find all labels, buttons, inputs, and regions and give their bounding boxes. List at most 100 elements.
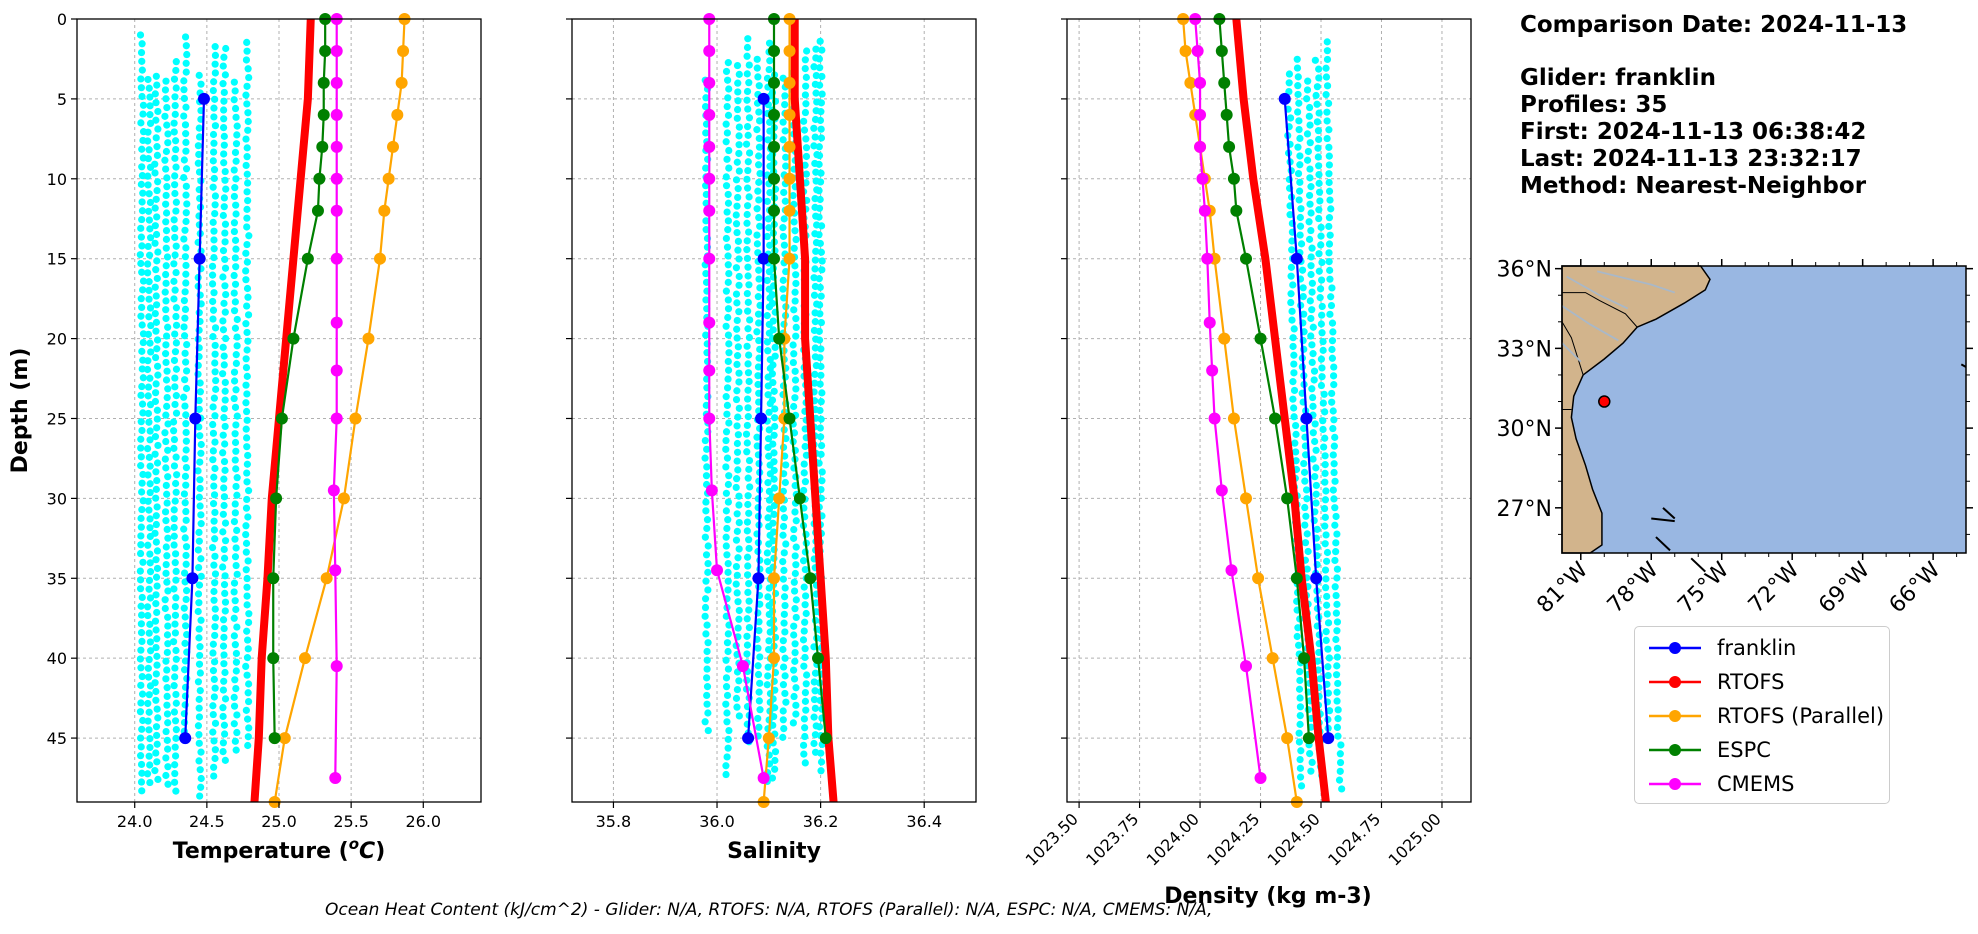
- glider-scatter-point: [137, 760, 146, 769]
- glider-scatter-point: [801, 697, 810, 705]
- glider-scatter-point: [137, 602, 145, 610]
- glider-scatter-point: [703, 516, 712, 524]
- glider-scatter-point: [745, 536, 753, 544]
- glider-scatter-point: [145, 655, 153, 664]
- data-point: [397, 44, 410, 57]
- glider-scatter-point: [702, 190, 710, 199]
- glider-scatter-point: [702, 331, 710, 339]
- glider-scatter-point: [701, 603, 710, 612]
- glider-scatter-point: [815, 231, 823, 239]
- glider-scatter-point: [790, 402, 798, 411]
- glider-scatter-point: [753, 433, 761, 441]
- glider-scatter-point: [231, 148, 240, 157]
- data-point: [267, 572, 280, 585]
- glider-scatter-point: [153, 635, 161, 643]
- glider-scatter-point: [744, 500, 752, 509]
- glider-scatter-point: [243, 671, 251, 679]
- data-point: [186, 572, 199, 585]
- glider-scatter-point: [137, 75, 145, 83]
- map-land: [1561, 265, 1711, 554]
- glider-scatter-point: [232, 351, 240, 359]
- glider-scatter-point: [1309, 323, 1317, 331]
- glider-scatter-point: [779, 575, 787, 583]
- glider-scatter-point: [195, 423, 203, 431]
- glider-scatter-point: [137, 681, 145, 689]
- glider-scatter-point: [195, 730, 203, 739]
- glider-scatter-point: [1289, 342, 1297, 351]
- state-border: [1562, 292, 1638, 328]
- glider-scatter-point: [220, 106, 228, 114]
- glider-scatter-point: [221, 422, 229, 431]
- glider-scatter-point: [243, 416, 251, 424]
- glider-scatter-point: [221, 756, 229, 764]
- glider-scatter-point: [137, 620, 145, 628]
- glider-scatter-point: [770, 431, 778, 439]
- glider-scatter-point: [745, 281, 753, 289]
- x-tick-label: 36.2: [803, 812, 839, 831]
- glider-scatter-point: [818, 389, 826, 397]
- glider-scatter-point: [732, 211, 740, 219]
- glider-scatter-point: [1322, 628, 1330, 636]
- glider-scatter-point: [789, 191, 797, 200]
- glider-scatter-point: [733, 589, 741, 597]
- glider-scatter-point: [171, 559, 179, 567]
- glider-scatter-point: [1304, 147, 1312, 156]
- data-point: [1290, 572, 1303, 585]
- glider-scatter-point: [161, 455, 169, 463]
- glider-scatter-point: [1337, 741, 1345, 749]
- glider-scatter-point: [137, 523, 145, 531]
- x-tick-label: 1024.75: [1324, 809, 1384, 869]
- glider-scatter-point: [701, 454, 709, 462]
- glider-scatter-point: [732, 694, 741, 702]
- glider-scatter-point: [243, 214, 251, 222]
- glider-scatter-point: [771, 704, 779, 712]
- glider-scatter-point: [162, 314, 170, 323]
- glider-scatter-point: [195, 124, 203, 132]
- glider-scatter-point: [781, 654, 789, 662]
- glider-scatter-point: [1325, 126, 1333, 134]
- glider-scatter-point: [1315, 135, 1323, 144]
- glider-scatter-point: [1297, 782, 1306, 790]
- data-point: [1201, 252, 1214, 265]
- glider-scatter-point: [219, 747, 227, 756]
- glider-scatter-point: [162, 657, 170, 665]
- glider-scatter-point: [1323, 548, 1332, 557]
- glider-scatter-point: [791, 262, 799, 270]
- glider-scatter-point: [745, 465, 753, 473]
- x-tick-label: 36.0: [699, 812, 735, 831]
- data-point: [755, 412, 768, 425]
- first-profile-time: First: 2024-11-13 06:38:42: [1520, 119, 1867, 145]
- glider-scatter-point: [138, 172, 146, 180]
- glider-scatter-point: [817, 485, 825, 494]
- glider-scatter-point: [818, 477, 826, 485]
- glider-scatter-point: [209, 702, 217, 710]
- glider-scatter-point: [152, 327, 160, 335]
- data-point: [382, 172, 395, 185]
- glider-scatter-point: [1296, 178, 1304, 186]
- data-point: [768, 572, 780, 585]
- glider-scatter-point: [1317, 381, 1326, 390]
- glider-scatter-point: [137, 233, 145, 241]
- glider-scatter-point: [1334, 715, 1342, 723]
- glider-scatter-point: [702, 577, 710, 585]
- glider-scatter-point: [735, 712, 743, 720]
- glider-scatter-point: [137, 435, 145, 443]
- glider-scatter-point: [765, 452, 773, 460]
- glider-scatter-point: [153, 336, 162, 344]
- glider-scatter-point: [171, 110, 179, 118]
- glider-scatter-point: [231, 280, 240, 288]
- data-point: [703, 412, 716, 425]
- map-frame: [1561, 265, 1967, 554]
- glider-scatter-point: [818, 257, 826, 265]
- glider-scatter-point: [1336, 750, 1344, 758]
- glider-scatter-point: [195, 581, 204, 589]
- y-axis-label: Depth (m): [8, 348, 33, 474]
- glider-scatter-point: [725, 85, 733, 93]
- glider-scatter-point: [145, 295, 153, 303]
- glider-scatter-point: [172, 690, 180, 699]
- glider-scatter-point: [1321, 469, 1329, 478]
- glider-scatter-point: [779, 522, 788, 531]
- glider-scatter-point: [1317, 223, 1325, 231]
- glider-scatter-point: [182, 411, 190, 419]
